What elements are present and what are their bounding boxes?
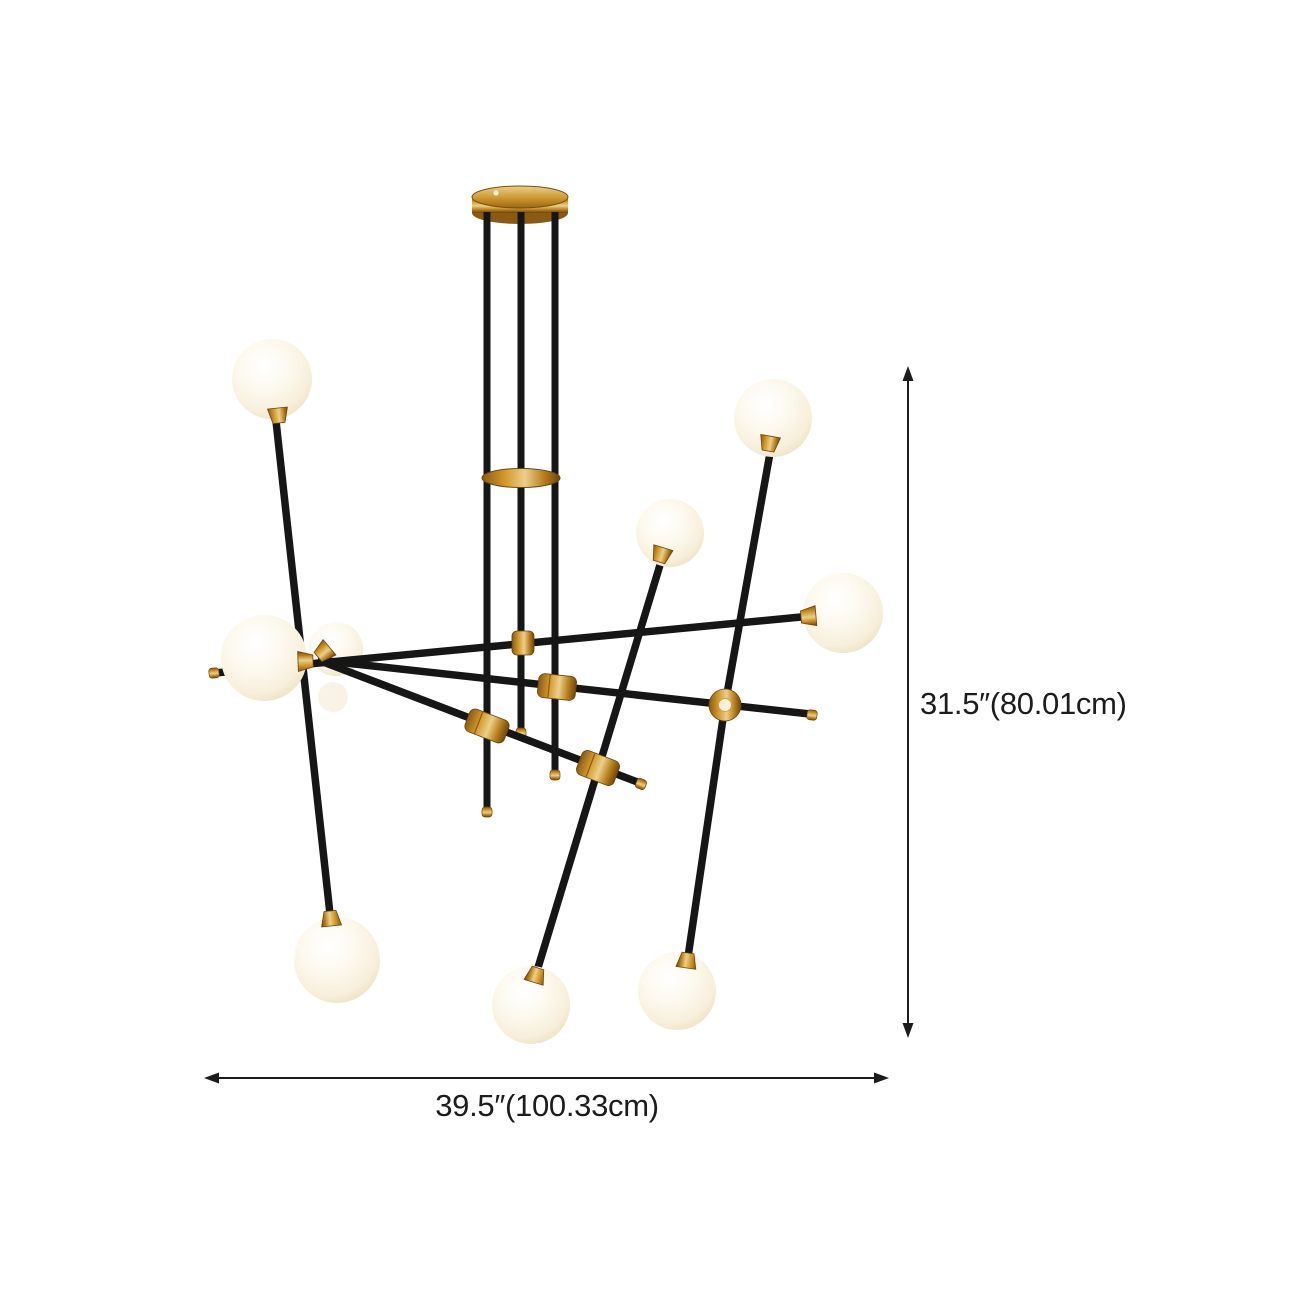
brass-connectors	[464, 630, 742, 786]
width-dimension-label: 39.5″(100.33cm)	[435, 1088, 659, 1123]
arm-tip-cap	[208, 667, 220, 679]
height-dimension: 31.5″(80.01cm)	[902, 366, 1127, 1038]
brass-sleeve-connector	[537, 673, 577, 701]
glass-globe-mid-right	[803, 573, 883, 653]
globe-socket	[319, 909, 342, 928]
glass-globes	[221, 339, 883, 1044]
globe-socket	[267, 406, 290, 425]
brass-sleeve-connector	[464, 708, 510, 744]
arm-tip-cap	[806, 709, 818, 721]
glass-globe-faint	[318, 682, 348, 712]
height-dimension-label: 31.5″(80.01cm)	[920, 686, 1127, 721]
canopy-screw	[493, 190, 499, 196]
brass-knob-connector	[511, 630, 535, 656]
globe-socket	[799, 605, 818, 628]
glass-globe-top-left	[232, 339, 312, 419]
glass-globe-bottom-right	[638, 952, 716, 1030]
glass-globe-left-large	[221, 615, 307, 701]
brass-sleeve-connector	[576, 750, 620, 786]
arrow-right-icon	[874, 1072, 889, 1084]
glass-globe-top-right	[734, 379, 812, 457]
arrow-up-icon	[902, 366, 914, 381]
glass-globe-bottom-left	[294, 917, 380, 1003]
glass-globe-bottom-middle	[492, 966, 570, 1044]
ceiling-canopy	[471, 185, 569, 224]
brass-ring-connector	[708, 688, 742, 722]
arrow-left-icon	[204, 1072, 219, 1084]
brass-collar-ring	[481, 468, 561, 488]
rod-end-cap	[481, 806, 493, 818]
arrow-down-icon	[902, 1023, 914, 1038]
glass-globe-mid-center	[636, 499, 704, 567]
rod-end-cap	[549, 769, 561, 781]
width-dimension: 39.5″(100.33cm)	[204, 1072, 889, 1123]
